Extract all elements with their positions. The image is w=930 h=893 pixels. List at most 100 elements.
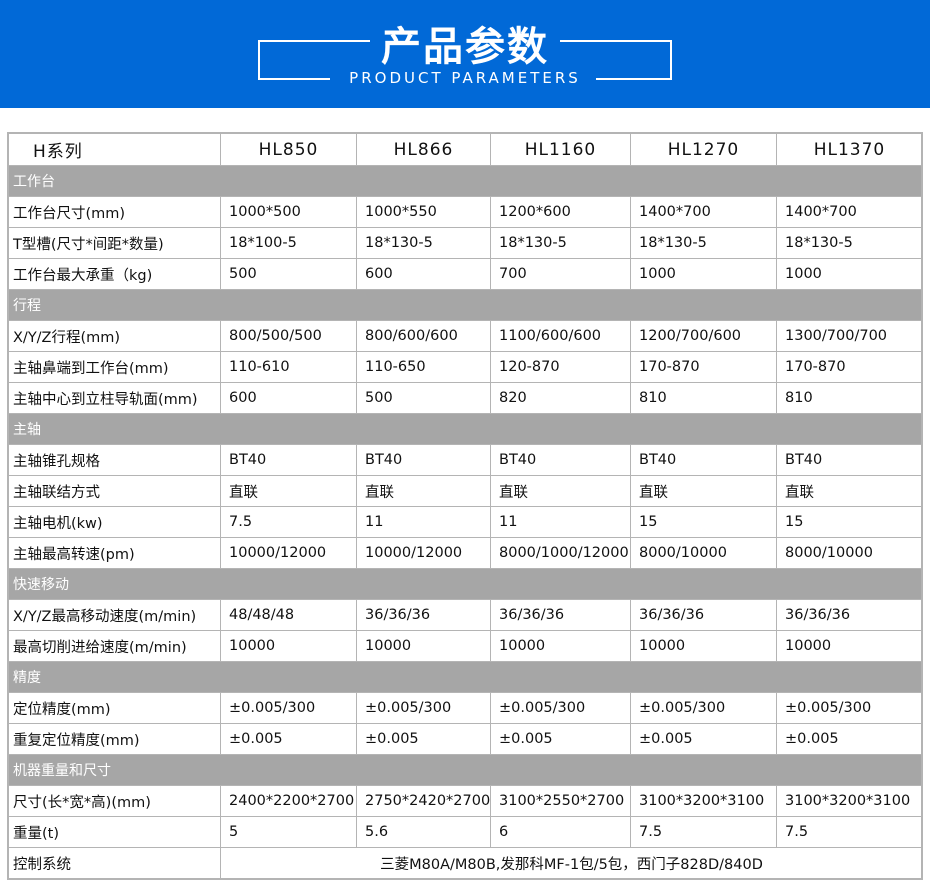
value-cell: ±0.005/300 [490,692,631,724]
value-cell: 2750*2420*2700 [356,785,491,817]
value-cell: 1400*700 [776,196,923,228]
value-cell: 8000/1000/12000 [490,537,631,569]
value-cell: 1000 [630,258,777,290]
param-label: T型槽(尺寸*间距*数量) [8,227,221,259]
value-cell: 3100*3200*3100 [776,785,923,817]
value-cell: 18*100-5 [220,227,357,259]
value-cell: 10000 [490,630,631,662]
value-cell: 36/36/36 [490,599,631,631]
table-row: 工作台最大承重（kg) 500 600 700 1000 1000 [8,258,923,290]
value-cell: 3100*2550*2700 [490,785,631,817]
value-cell: 110-610 [220,351,357,383]
table-row: 主轴锥孔规格 BT40 BT40 BT40 BT40 BT40 [8,444,923,476]
value-cell: 直联 [220,475,357,507]
value-cell: 10000 [776,630,923,662]
value-cell: 110-650 [356,351,491,383]
value-cell: 1200*600 [490,196,631,228]
table-row: 尺寸(长*宽*高)(mm) 2400*2200*2700 2750*2420*270… [8,785,923,817]
value-cell: 18*130-5 [490,227,631,259]
value-cell: 10000 [220,630,357,662]
value-cell: ±0.005/300 [356,692,491,724]
value-cell: 36/36/36 [356,599,491,631]
column-header: HL850 [220,133,357,166]
control-value: 三菱M80A/M80B,发那科MF-1包/5包，西门子828D/840D [220,847,923,879]
param-label: 工作台最大承重（kg) [8,258,221,290]
control-row: 控制系统 三菱M80A/M80B,发那科MF-1包/5包，西门子828D/840D [8,847,923,879]
value-cell: 6 [490,816,631,848]
column-header: HL1370 [776,133,923,166]
section-title: 工作台 [8,165,923,197]
param-label: 主轴联结方式 [8,475,221,507]
value-cell: 11 [356,506,491,538]
value-cell: ±0.005 [220,723,357,755]
header-row: H系列 HL850 HL866 HL1160 HL1270 HL1370 [8,133,923,166]
value-cell: 18*130-5 [776,227,923,259]
table-row: 主轴最高转速(pm) 10000/12000 10000/12000 8000/100… [8,537,923,569]
page-title: 产品参数 [381,24,549,70]
section-row: 精度 [8,661,923,693]
param-label: 主轴鼻端到工作台(mm) [8,351,221,383]
section-title: 机器重量和尺寸 [8,754,923,786]
value-cell: ±0.005 [630,723,777,755]
param-label: X/Y/Z最高移动速度(m/min) [8,599,221,631]
section-row: 工作台 [8,165,923,197]
table-row: 重量(t) 5 5.6 6 7.5 7.5 [8,816,923,848]
value-cell: 1200/700/600 [630,320,777,352]
value-cell: ±0.005 [356,723,491,755]
value-cell: 120-870 [490,351,631,383]
table-row: 主轴鼻端到工作台(mm) 110-610 110-650 120-870 170-870… [8,351,923,383]
value-cell: 8000/10000 [776,537,923,569]
value-cell: 3100*3200*3100 [630,785,777,817]
value-cell: ±0.005/300 [776,692,923,724]
value-cell: 10000 [356,630,491,662]
table-row: 最高切削进给速度(m/min) 10000 10000 10000 10000 10000 [8,630,923,662]
param-label: 最高切削进给速度(m/min) [8,630,221,662]
value-cell: BT40 [490,444,631,476]
param-label: 主轴电机(kw) [8,506,221,538]
value-cell: 48/48/48 [220,599,357,631]
value-cell: 1400*700 [630,196,777,228]
value-cell: 直联 [490,475,631,507]
value-cell: 800/600/600 [356,320,491,352]
value-cell: 15 [630,506,777,538]
bracket-right-bottom [596,78,672,80]
value-cell: 1000 [776,258,923,290]
param-label: 主轴中心到立柱导轨面(mm) [8,382,221,414]
value-cell: ±0.005 [776,723,923,755]
table-row: 重复定位精度(mm) ±0.005 ±0.005 ±0.005 ±0.005 ±0.005 [8,723,923,755]
param-label: 重量(t) [8,816,221,848]
param-label: 工作台尺寸(mm) [8,196,221,228]
value-cell: ±0.005 [490,723,631,755]
value-cell: 7.5 [776,816,923,848]
value-cell: 700 [490,258,631,290]
param-label: 重复定位精度(mm) [8,723,221,755]
value-cell: 800/500/500 [220,320,357,352]
table-row: 工作台尺寸(mm) 1000*500 1000*550 1200*600 1400*70… [8,196,923,228]
section-title: 精度 [8,661,923,693]
table-row: T型槽(尺寸*间距*数量) 18*100-5 18*130-5 18*130-5 18*… [8,227,923,259]
value-cell: 8000/10000 [630,537,777,569]
value-cell: BT40 [630,444,777,476]
param-label: 主轴锥孔规格 [8,444,221,476]
value-cell: 820 [490,382,631,414]
value-cell: 600 [356,258,491,290]
bracket-left [258,40,370,80]
value-cell: 170-870 [776,351,923,383]
table-row: X/Y/Z行程(mm) 800/500/500 800/600/600 1100/60… [8,320,923,352]
section-row: 机器重量和尺寸 [8,754,923,786]
value-cell: 500 [220,258,357,290]
value-cell: 15 [776,506,923,538]
value-cell: 7.5 [630,816,777,848]
value-cell: ±0.005/300 [630,692,777,724]
value-cell: 11 [490,506,631,538]
value-cell: 1000*500 [220,196,357,228]
value-cell: 810 [776,382,923,414]
params-table: H系列 HL850 HL866 HL1160 HL1270 HL1370 工作台 工作台尺寸(… [8,133,923,879]
table-row: 定位精度(mm) ±0.005/300 ±0.005/300 ±0.005/300 ±0… [8,692,923,724]
value-cell: 直联 [356,475,491,507]
column-header: HL1160 [490,133,631,166]
section-row: 快速移动 [8,568,923,600]
value-cell: ±0.005/300 [220,692,357,724]
page-subtitle: PRODUCT PARAMETERS [349,69,581,87]
section-title: 快速移动 [8,568,923,600]
